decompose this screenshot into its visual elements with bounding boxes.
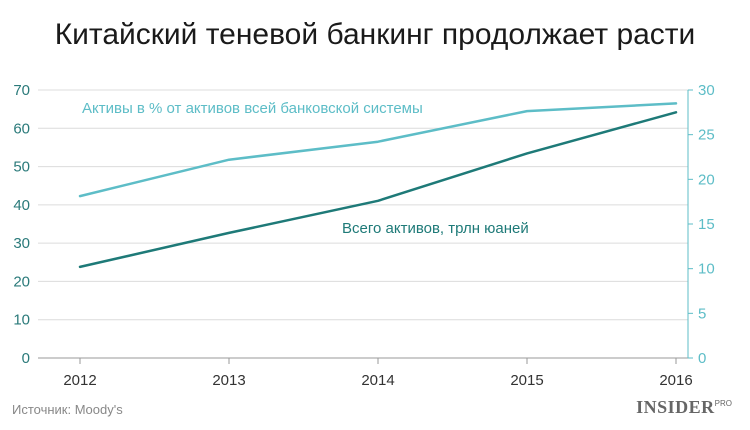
left-tick-label: 30 bbox=[13, 235, 30, 252]
right-tick-label: 15 bbox=[698, 216, 715, 233]
source-note: Источник: Moody's bbox=[12, 402, 123, 417]
x-tick-label: 2013 bbox=[212, 372, 245, 389]
right-tick-label: 20 bbox=[698, 171, 715, 188]
left-tick-label: 20 bbox=[13, 273, 30, 290]
brand-name: INSIDER bbox=[636, 397, 715, 417]
series-line-1 bbox=[78, 111, 678, 269]
left-tick-label: 0 bbox=[22, 350, 30, 367]
left-tick-label: 50 bbox=[13, 159, 30, 176]
x-tick-label: 2012 bbox=[63, 372, 96, 389]
right-tick-label: 10 bbox=[698, 261, 715, 278]
right-tick-label: 25 bbox=[698, 127, 715, 144]
x-tick-label: 2014 bbox=[361, 372, 394, 389]
left-tick-label: 70 bbox=[13, 82, 30, 99]
left-tick-label: 60 bbox=[13, 120, 30, 137]
series-label-1: Всего активов, трлн юаней bbox=[342, 220, 529, 237]
right-tick-label: 5 bbox=[698, 305, 706, 322]
chart-title: Китайский теневой банкинг продолжает рас… bbox=[54, 18, 696, 51]
brand-suffix: PRO bbox=[714, 399, 732, 408]
right-tick-label: 0 bbox=[698, 350, 706, 367]
series-label-0: Активы в % от активов всей банковской си… bbox=[82, 100, 423, 117]
brand-logo: INSIDERPRO bbox=[636, 397, 732, 418]
right-tick-label: 30 bbox=[698, 82, 715, 99]
series-line-0 bbox=[78, 102, 678, 198]
left-tick-label: 40 bbox=[13, 197, 30, 214]
x-tick-label: 2015 bbox=[510, 372, 543, 389]
left-tick-label: 10 bbox=[13, 312, 30, 329]
x-tick-label: 2016 bbox=[659, 372, 692, 389]
